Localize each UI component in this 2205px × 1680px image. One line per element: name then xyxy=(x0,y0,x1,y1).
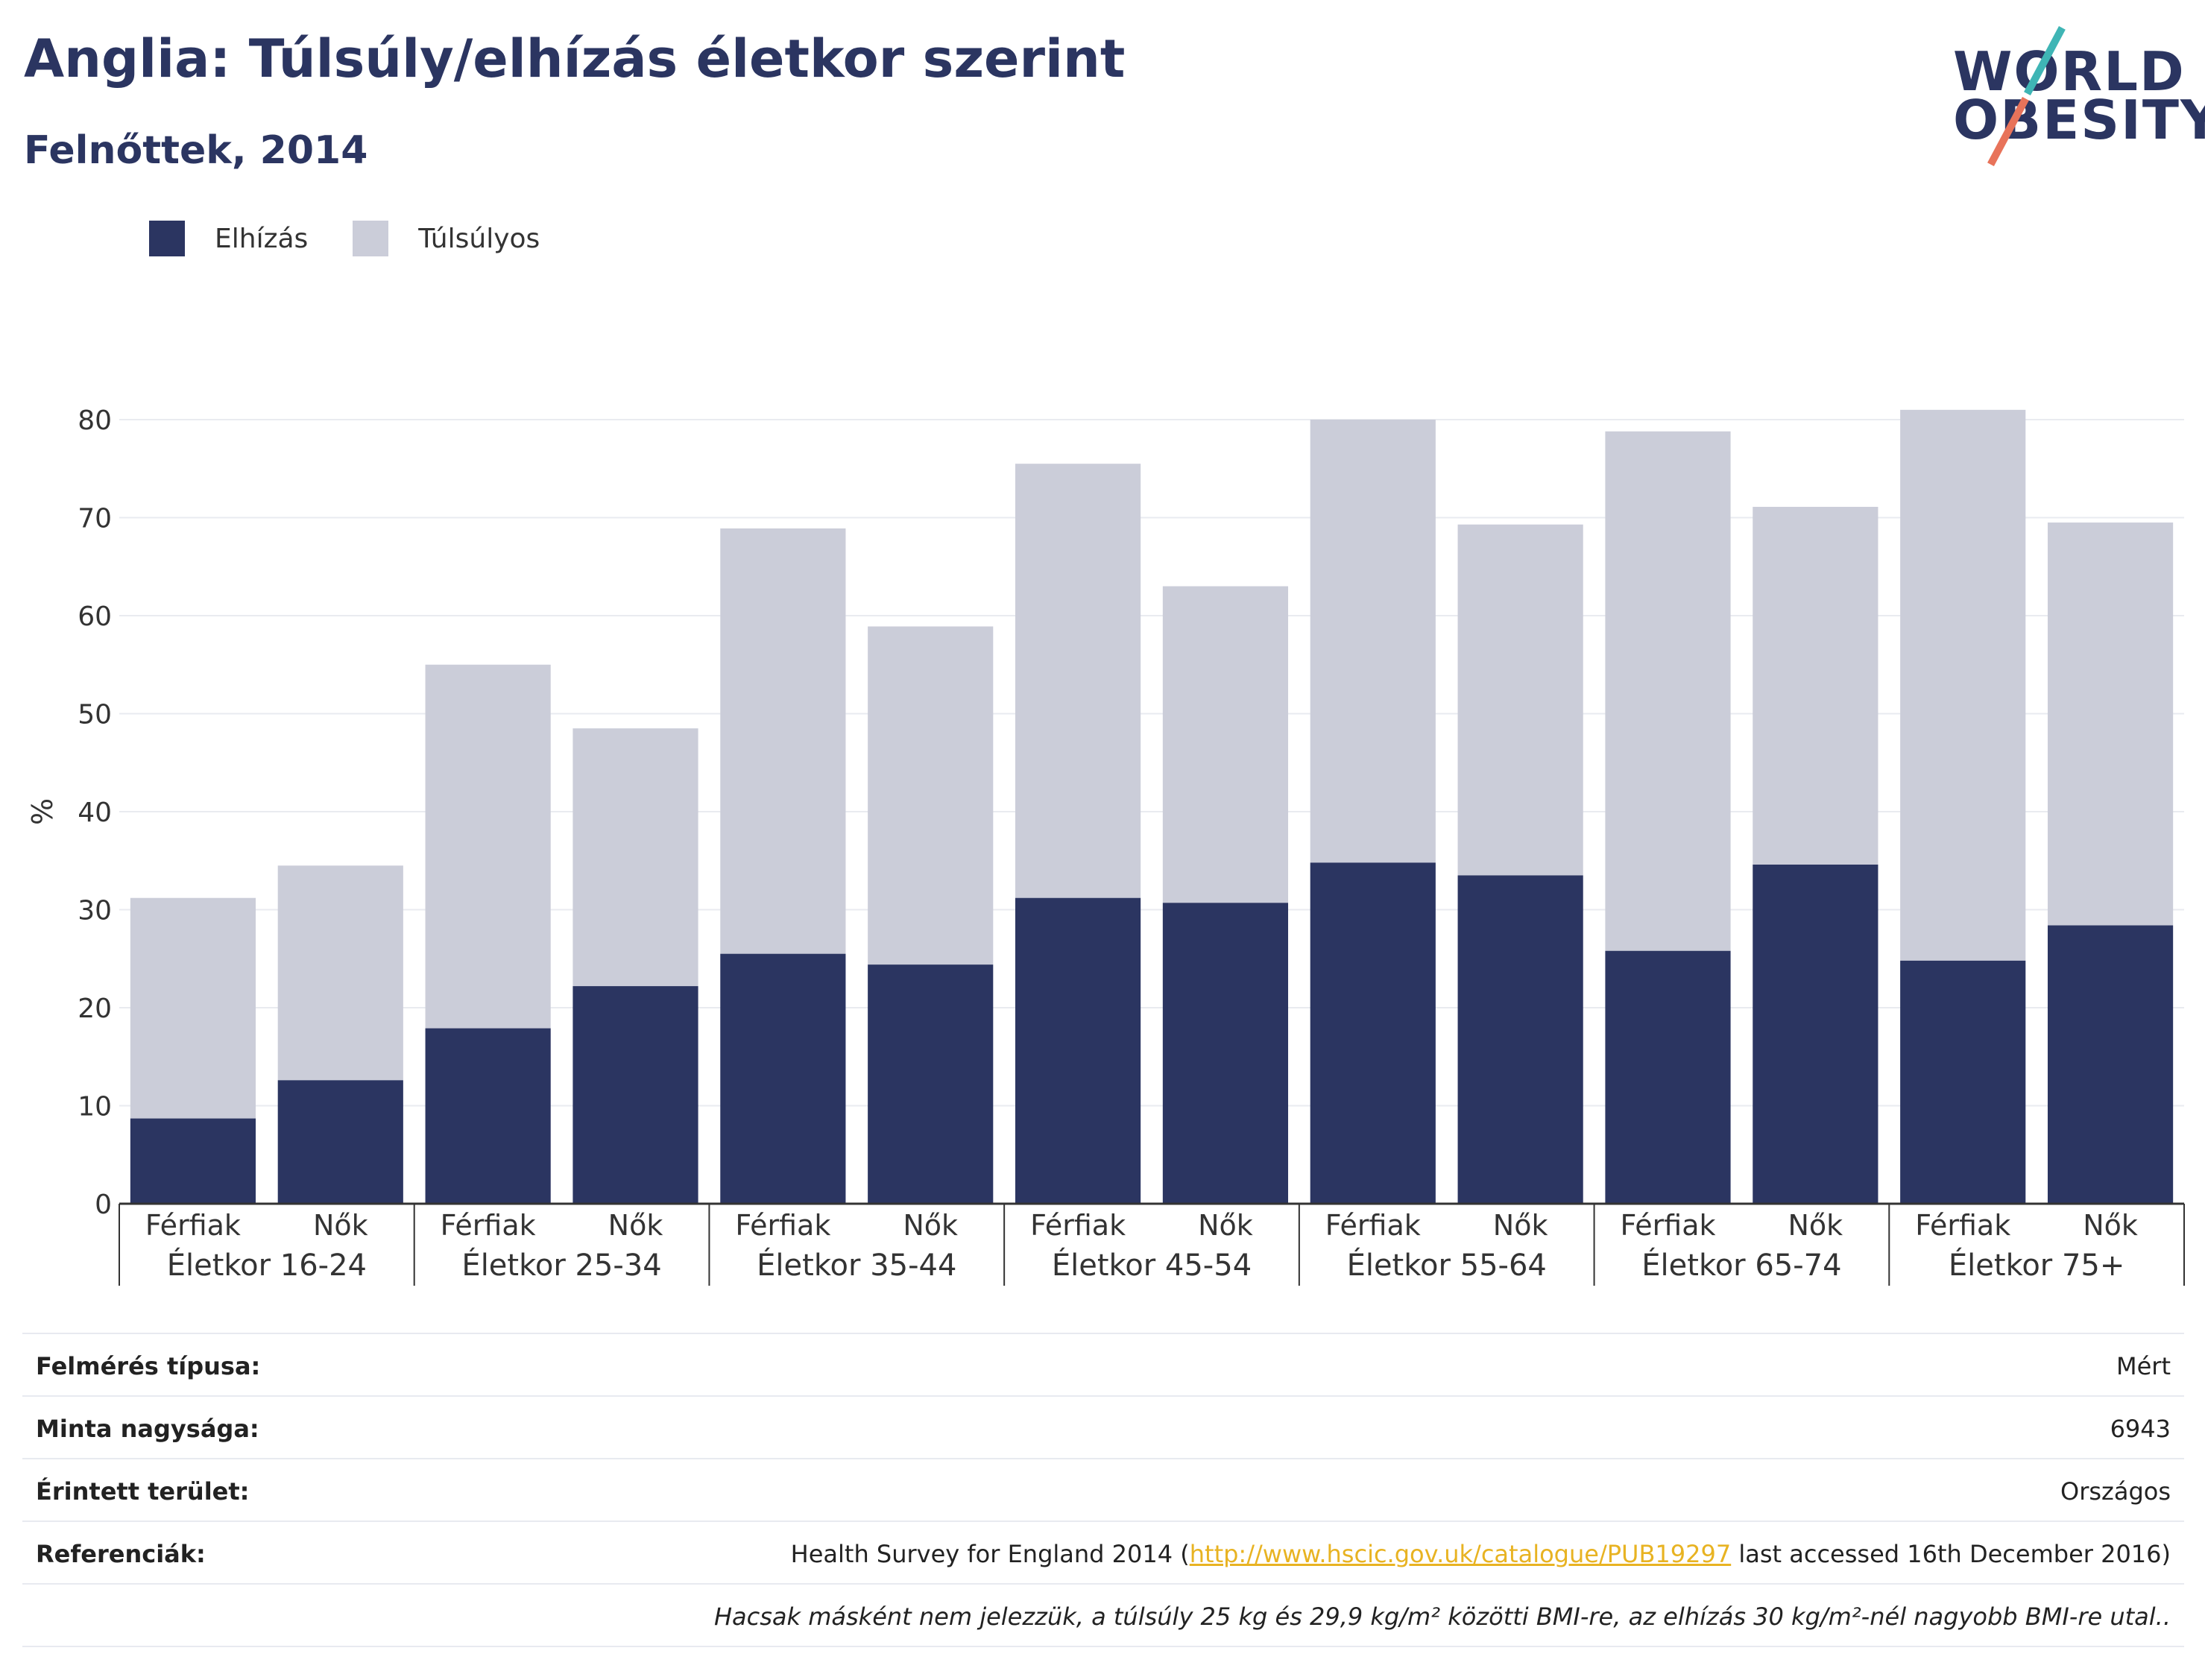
bar-overweight-11 xyxy=(1753,507,1878,865)
bar-overweight-9 xyxy=(1457,524,1583,876)
info-row-note: Hacsak másként nem jelezzük, a túlsúly 2… xyxy=(22,1583,2184,1647)
y-tick-label: 70 xyxy=(78,504,112,534)
chart-legend: Elhízás Túlsúlyos xyxy=(149,221,584,256)
x-tick-label: Nők xyxy=(1198,1209,1253,1242)
bar-overweight-1 xyxy=(277,865,403,1081)
info-row-survey-type: Felmérés típusa: Mért xyxy=(22,1333,2184,1395)
bar-obesity-5 xyxy=(868,964,994,1204)
x-tick-label: Nők xyxy=(1493,1209,1548,1242)
info-row-area: Érintett terület: Országos xyxy=(22,1458,2184,1520)
info-row-sample-size: Minta nagysága: 6943 xyxy=(22,1395,2184,1458)
legend-item-obesity[interactable]: Elhízás xyxy=(149,221,308,256)
legend-swatch-overweight xyxy=(353,221,389,256)
reference-link[interactable]: http://www.hscic.gov.uk/catalogue/PUB192… xyxy=(1189,1540,1732,1568)
bar-overweight-6 xyxy=(1015,464,1141,898)
x-group-label: Életkor 25-34 xyxy=(461,1247,661,1283)
y-tick-label: 80 xyxy=(78,405,112,436)
x-tick-label: Férfiak xyxy=(1915,1209,2010,1242)
bar-overweight-0 xyxy=(130,897,256,1119)
logo-line-2: OBESITY xyxy=(1953,89,2205,151)
x-group-label: Életkor 65-74 xyxy=(1641,1247,1841,1283)
y-tick-label: 10 xyxy=(78,1092,112,1122)
bar-obesity-7 xyxy=(1162,903,1289,1204)
x-tick-label: Nők xyxy=(1788,1209,1843,1242)
bar-obesity-11 xyxy=(1753,865,1878,1204)
bar-overweight-3 xyxy=(572,728,698,987)
x-tick-label: Férfiak xyxy=(145,1209,241,1242)
bar-overweight-5 xyxy=(868,626,994,965)
references-value: Health Survey for England 2014 (http://w… xyxy=(791,1540,2171,1568)
survey-type-value: Mért xyxy=(2116,1352,2171,1380)
bar-obesity-6 xyxy=(1015,897,1141,1204)
bar-chart: 0 10 20 30 40 50 60 70 80% Férfiak Nők Férfiak Nők Fé… xyxy=(26,405,2185,1286)
x-tick-label: Férfiak xyxy=(1030,1209,1126,1242)
bar-obesity-0 xyxy=(130,1118,256,1204)
bar-obesity-8 xyxy=(1310,862,1436,1204)
x-group-label: Életkor 35-44 xyxy=(757,1247,956,1283)
x-tick-label: Nők xyxy=(2083,1209,2138,1242)
bar-overweight-10 xyxy=(1605,431,1731,951)
x-tick-label: Férfiak xyxy=(1325,1209,1421,1242)
x-group-label: Életkor 16-24 xyxy=(167,1247,367,1283)
x-group-label: Életkor 45-54 xyxy=(1052,1247,1252,1283)
bar-obesity-2 xyxy=(425,1028,551,1204)
y-tick-label: 40 xyxy=(78,798,112,828)
bar-obesity-1 xyxy=(277,1080,403,1204)
bar-obesity-3 xyxy=(572,986,698,1204)
bar-overweight-4 xyxy=(720,528,846,954)
y-tick-label: 30 xyxy=(78,896,112,926)
x-tick-label: Férfiak xyxy=(441,1209,536,1242)
area-label: Érintett terület: xyxy=(36,1477,250,1506)
area-value: Országos xyxy=(2060,1477,2171,1506)
x-tick-label: Nők xyxy=(903,1209,958,1242)
reference-suffix: last accessed 16th December 2016) xyxy=(1731,1540,2171,1568)
bar-overweight-2 xyxy=(425,664,551,1029)
reference-prefix: Health Survey for England 2014 ( xyxy=(790,1540,1190,1568)
world-obesity-logo: WORLD OBESITY xyxy=(1938,22,2205,166)
y-tick-label: 0 xyxy=(95,1190,112,1220)
bar-obesity-9 xyxy=(1457,875,1583,1204)
legend-label-obesity: Elhízás xyxy=(215,223,309,254)
y-tick-label: 50 xyxy=(78,700,112,730)
x-tick-label: Nők xyxy=(313,1209,368,1242)
x-group-label: Életkor 55-64 xyxy=(1347,1247,1547,1283)
bar-obesity-13 xyxy=(2047,925,2174,1204)
legend-item-overweight[interactable]: Túlsúlyos xyxy=(353,221,540,256)
survey-info-table: Felmérés típusa: Mért Minta nagysága: 69… xyxy=(22,1333,2184,1647)
info-row-references: Referenciák: Health Survey for England 2… xyxy=(22,1520,2184,1583)
legend-label-overweight: Túlsúlyos xyxy=(418,223,540,254)
bar-overweight-8 xyxy=(1310,420,1436,863)
bar-overweight-7 xyxy=(1162,586,1289,903)
chart-subtitle: Felnőttek, 2014 xyxy=(24,128,368,173)
chart-title: Anglia: Túlsúly/elhízás életkor szerint xyxy=(24,28,1126,89)
bar-overweight-12 xyxy=(1900,409,2026,961)
bar-overweight-13 xyxy=(2047,522,2174,926)
references-label: Referenciák: xyxy=(36,1540,206,1568)
survey-type-label: Felmérés típusa: xyxy=(36,1352,261,1380)
y-tick-label: 60 xyxy=(78,601,112,632)
y-axis-label: % xyxy=(26,798,59,825)
y-tick-label: 20 xyxy=(78,994,112,1024)
definition-note: Hacsak másként nem jelezzük, a túlsúly 2… xyxy=(713,1602,2171,1631)
x-tick-label: Férfiak xyxy=(1620,1209,1715,1242)
bar-obesity-10 xyxy=(1605,950,1731,1204)
x-tick-label: Nők xyxy=(608,1209,663,1242)
sample-size-label: Minta nagysága: xyxy=(36,1415,259,1443)
x-tick-label: Férfiak xyxy=(735,1209,830,1242)
x-group-label: Életkor 75+ xyxy=(1949,1247,2124,1283)
logo-line-1: WORLD xyxy=(1953,40,2186,103)
bar-obesity-12 xyxy=(1900,960,2026,1204)
sample-size-value: 6943 xyxy=(2110,1415,2171,1443)
bar-obesity-4 xyxy=(720,953,846,1204)
legend-swatch-obesity xyxy=(149,221,185,256)
